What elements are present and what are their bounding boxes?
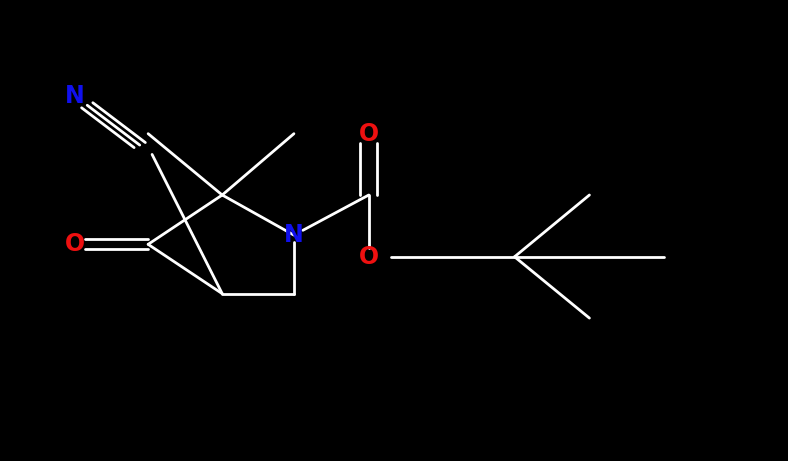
Text: N: N xyxy=(65,84,85,108)
Text: O: O xyxy=(359,245,379,269)
Text: O: O xyxy=(359,122,379,146)
Text: O: O xyxy=(65,232,85,256)
Text: N: N xyxy=(284,223,304,247)
